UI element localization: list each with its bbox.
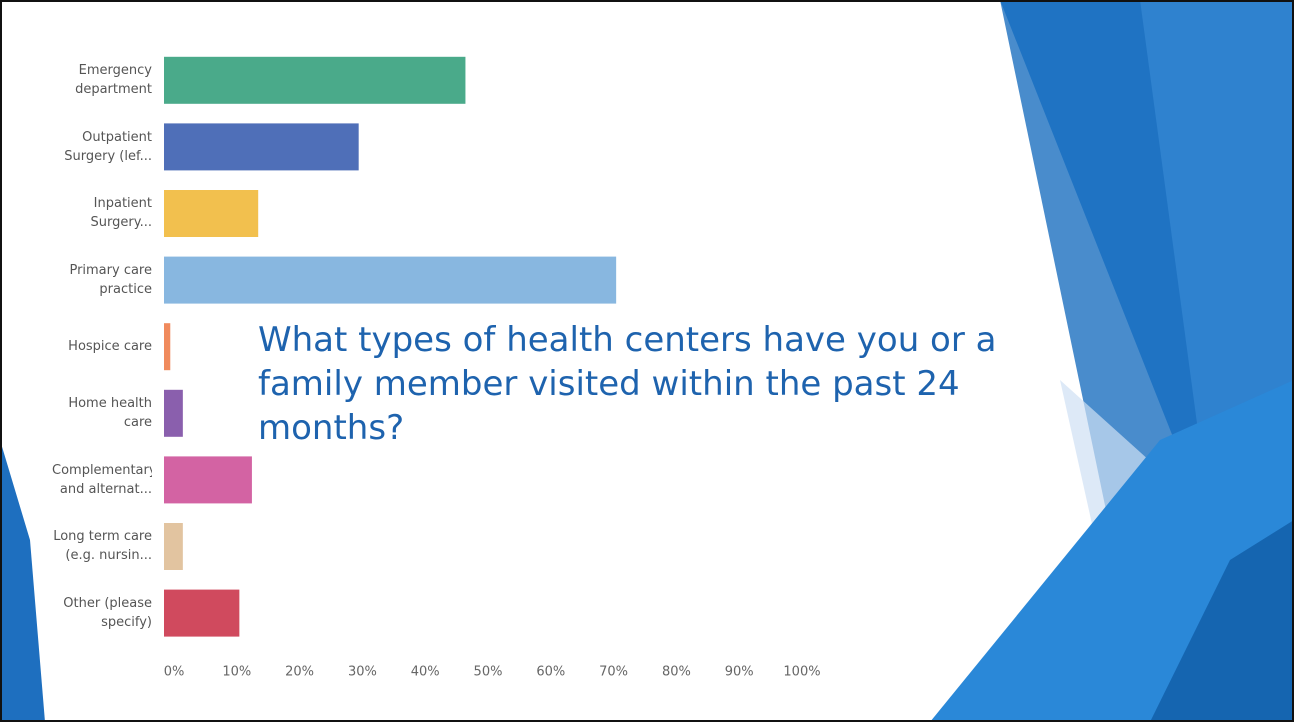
category-text: Outpatient Surgery (lef...: [64, 129, 152, 164]
bar: [164, 323, 171, 371]
x-tick-label: 40%: [411, 665, 440, 680]
y-tick-label: Other (please specify): [4, 580, 152, 647]
y-tick-label: Complementary and alternat...: [4, 447, 152, 514]
x-tick-label: 70%: [599, 665, 628, 680]
x-tick-label: 20%: [285, 665, 314, 680]
category-text: Other (please specify): [63, 596, 152, 631]
y-tick-label: Outpatient Surgery (lef...: [4, 114, 152, 181]
bar: [164, 456, 252, 504]
category-text: Primary care practice: [69, 263, 152, 298]
bar: [164, 190, 259, 237]
category-text: Complementary and alternat...: [52, 462, 152, 497]
decor: [0, 440, 45, 722]
x-tick-label: 0%: [164, 665, 185, 680]
x-tick-label: 30%: [348, 665, 377, 680]
x-tick-label: 10%: [222, 665, 251, 680]
decor: [1150, 520, 1294, 722]
category-text: Inpatient Surgery...: [90, 196, 152, 231]
x-tick-label: 100%: [783, 665, 820, 680]
x-tick-label: 50%: [474, 665, 503, 680]
x-tick-label: 60%: [536, 665, 565, 680]
category-text: Hospice care: [68, 339, 152, 355]
x-tick-label: 90%: [725, 665, 754, 680]
slide-title: What types of health centers have you or…: [258, 320, 997, 448]
category-text: Long term care (e.g. nursin...: [53, 529, 152, 564]
bar: [164, 523, 183, 570]
category-text: Home health care: [68, 396, 152, 431]
y-tick-label: Primary care practice: [4, 247, 152, 314]
bar: [164, 256, 617, 304]
y-tick-label: Emergency department: [4, 47, 152, 114]
x-tick-label: 80%: [662, 665, 691, 680]
y-tick-label: Home health care: [4, 380, 152, 447]
category-text: Emergency department: [75, 63, 152, 98]
bar: [164, 389, 183, 437]
y-tick-label: Inpatient Surgery...: [4, 180, 152, 247]
bar: [164, 56, 466, 104]
bar: [164, 123, 359, 171]
bar: [164, 589, 240, 637]
y-tick-label: Long term care (e.g. nursin...: [4, 513, 152, 580]
y-tick-label: Hospice care: [4, 313, 152, 380]
